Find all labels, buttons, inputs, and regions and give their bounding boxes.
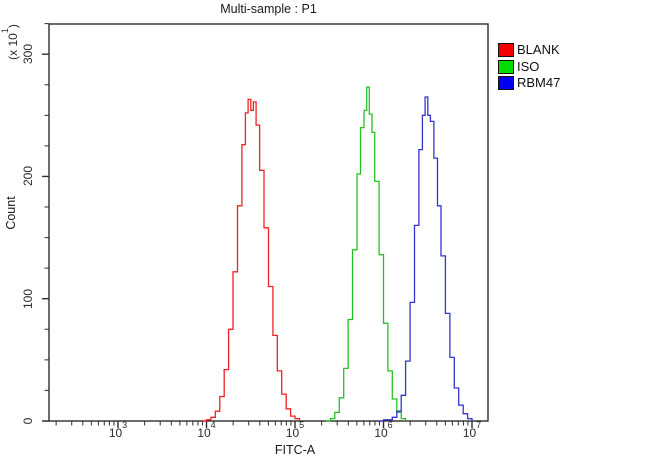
legend-item-iso: ISO: [498, 59, 560, 76]
legend-label: BLANK: [517, 42, 560, 58]
legend-label: ISO: [517, 58, 540, 74]
legend-swatch-icon: [498, 59, 514, 74]
x-tick-label: 106: [374, 420, 393, 441]
minor-ticks: [44, 23, 469, 426]
legend-item-blank: BLANK: [498, 42, 560, 59]
curve-blank: [202, 98, 301, 422]
x-tick-label: 105: [285, 420, 305, 441]
y-tick-label: 0: [21, 417, 35, 425]
legend-item-rbm47: RBM47: [498, 75, 560, 92]
x-tick-label: 104: [197, 420, 216, 441]
y-tick-label: 100: [21, 288, 35, 309]
legend-swatch-icon: [498, 76, 514, 91]
plot-border: [48, 23, 489, 422]
chart-title: Multi-sample : P1: [220, 2, 317, 16]
x-axis-label: FITC-A: [274, 443, 316, 457]
y-tick-label: 200: [21, 166, 35, 187]
x-tick-label: 107: [462, 420, 482, 441]
legend: BLANK ISO RBM47: [498, 42, 560, 92]
y-tick-label: 300: [21, 44, 35, 65]
legend-swatch-icon: [498, 43, 514, 58]
curve-iso: [326, 86, 407, 422]
legend-label: RBM47: [517, 75, 561, 91]
curve-rbm47: [379, 96, 473, 422]
x-tick-label: 103: [108, 420, 128, 441]
major-ticks: [42, 53, 473, 428]
